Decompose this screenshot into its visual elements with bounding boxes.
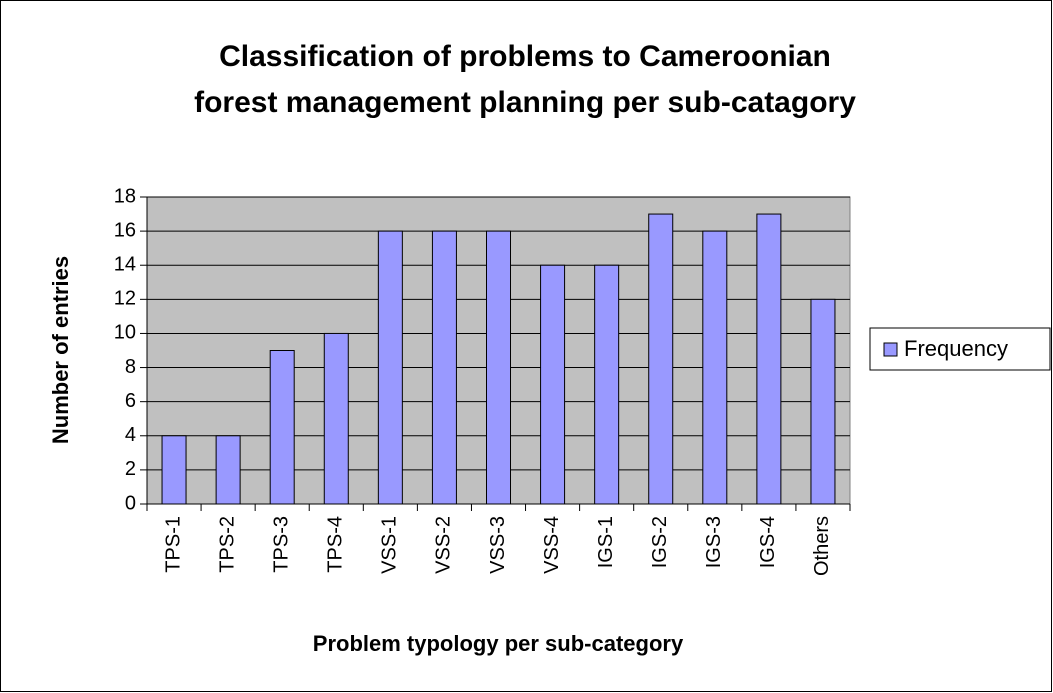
x-tick-label: TPS-1 [162,516,184,573]
legend-box [869,327,1051,371]
bar [161,435,187,505]
y-tick-label: 14 [114,254,136,276]
y-tick-label: 0 [125,492,136,514]
y-tick-label: 16 [114,219,136,241]
y-tick-label: 6 [125,390,136,412]
chart-title: Classification of problems to Cameroonia… [219,40,831,73]
x-tick-label: TPS-3 [270,516,292,573]
y-tick-label: 4 [125,424,136,446]
x-tick-label: Others [811,516,833,576]
bar [377,230,403,505]
x-axis-title: Problem typology per sub-category [313,631,684,656]
bar [269,350,295,505]
bar [215,435,241,505]
y-tick-label: 18 [114,185,136,207]
bar [648,213,674,505]
bar [486,230,511,505]
legend-swatch [883,342,898,357]
legend-label: Frequency [904,336,1008,361]
x-tick-label: IGS-1 [595,516,617,568]
bar [540,264,566,505]
y-axis-title: Number of entries [48,256,73,444]
bar [702,230,728,505]
y-tick-label: 10 [114,322,136,344]
x-tick-label: VSS-4 [541,516,563,574]
y-tick-label: 8 [125,356,136,378]
x-tick-label: VSS-1 [379,516,401,574]
x-tick-label: IGS-4 [757,516,779,568]
chart-title: forest management planning per sub-catag… [194,86,856,119]
x-tick-label: IGS-2 [649,516,671,568]
x-tick-label: TPS-4 [325,516,347,573]
x-tick-label: IGS-3 [703,516,725,568]
y-tick-label: 12 [114,288,136,310]
bar [810,298,836,505]
y-tick-label: 2 [125,458,136,480]
bar [323,332,349,505]
bar [431,230,457,505]
x-tick-label: VSS-3 [487,516,509,574]
x-tick-label: VSS-2 [433,516,455,574]
bar [594,264,620,505]
bar [756,213,782,505]
x-tick-label: TPS-2 [216,516,238,573]
